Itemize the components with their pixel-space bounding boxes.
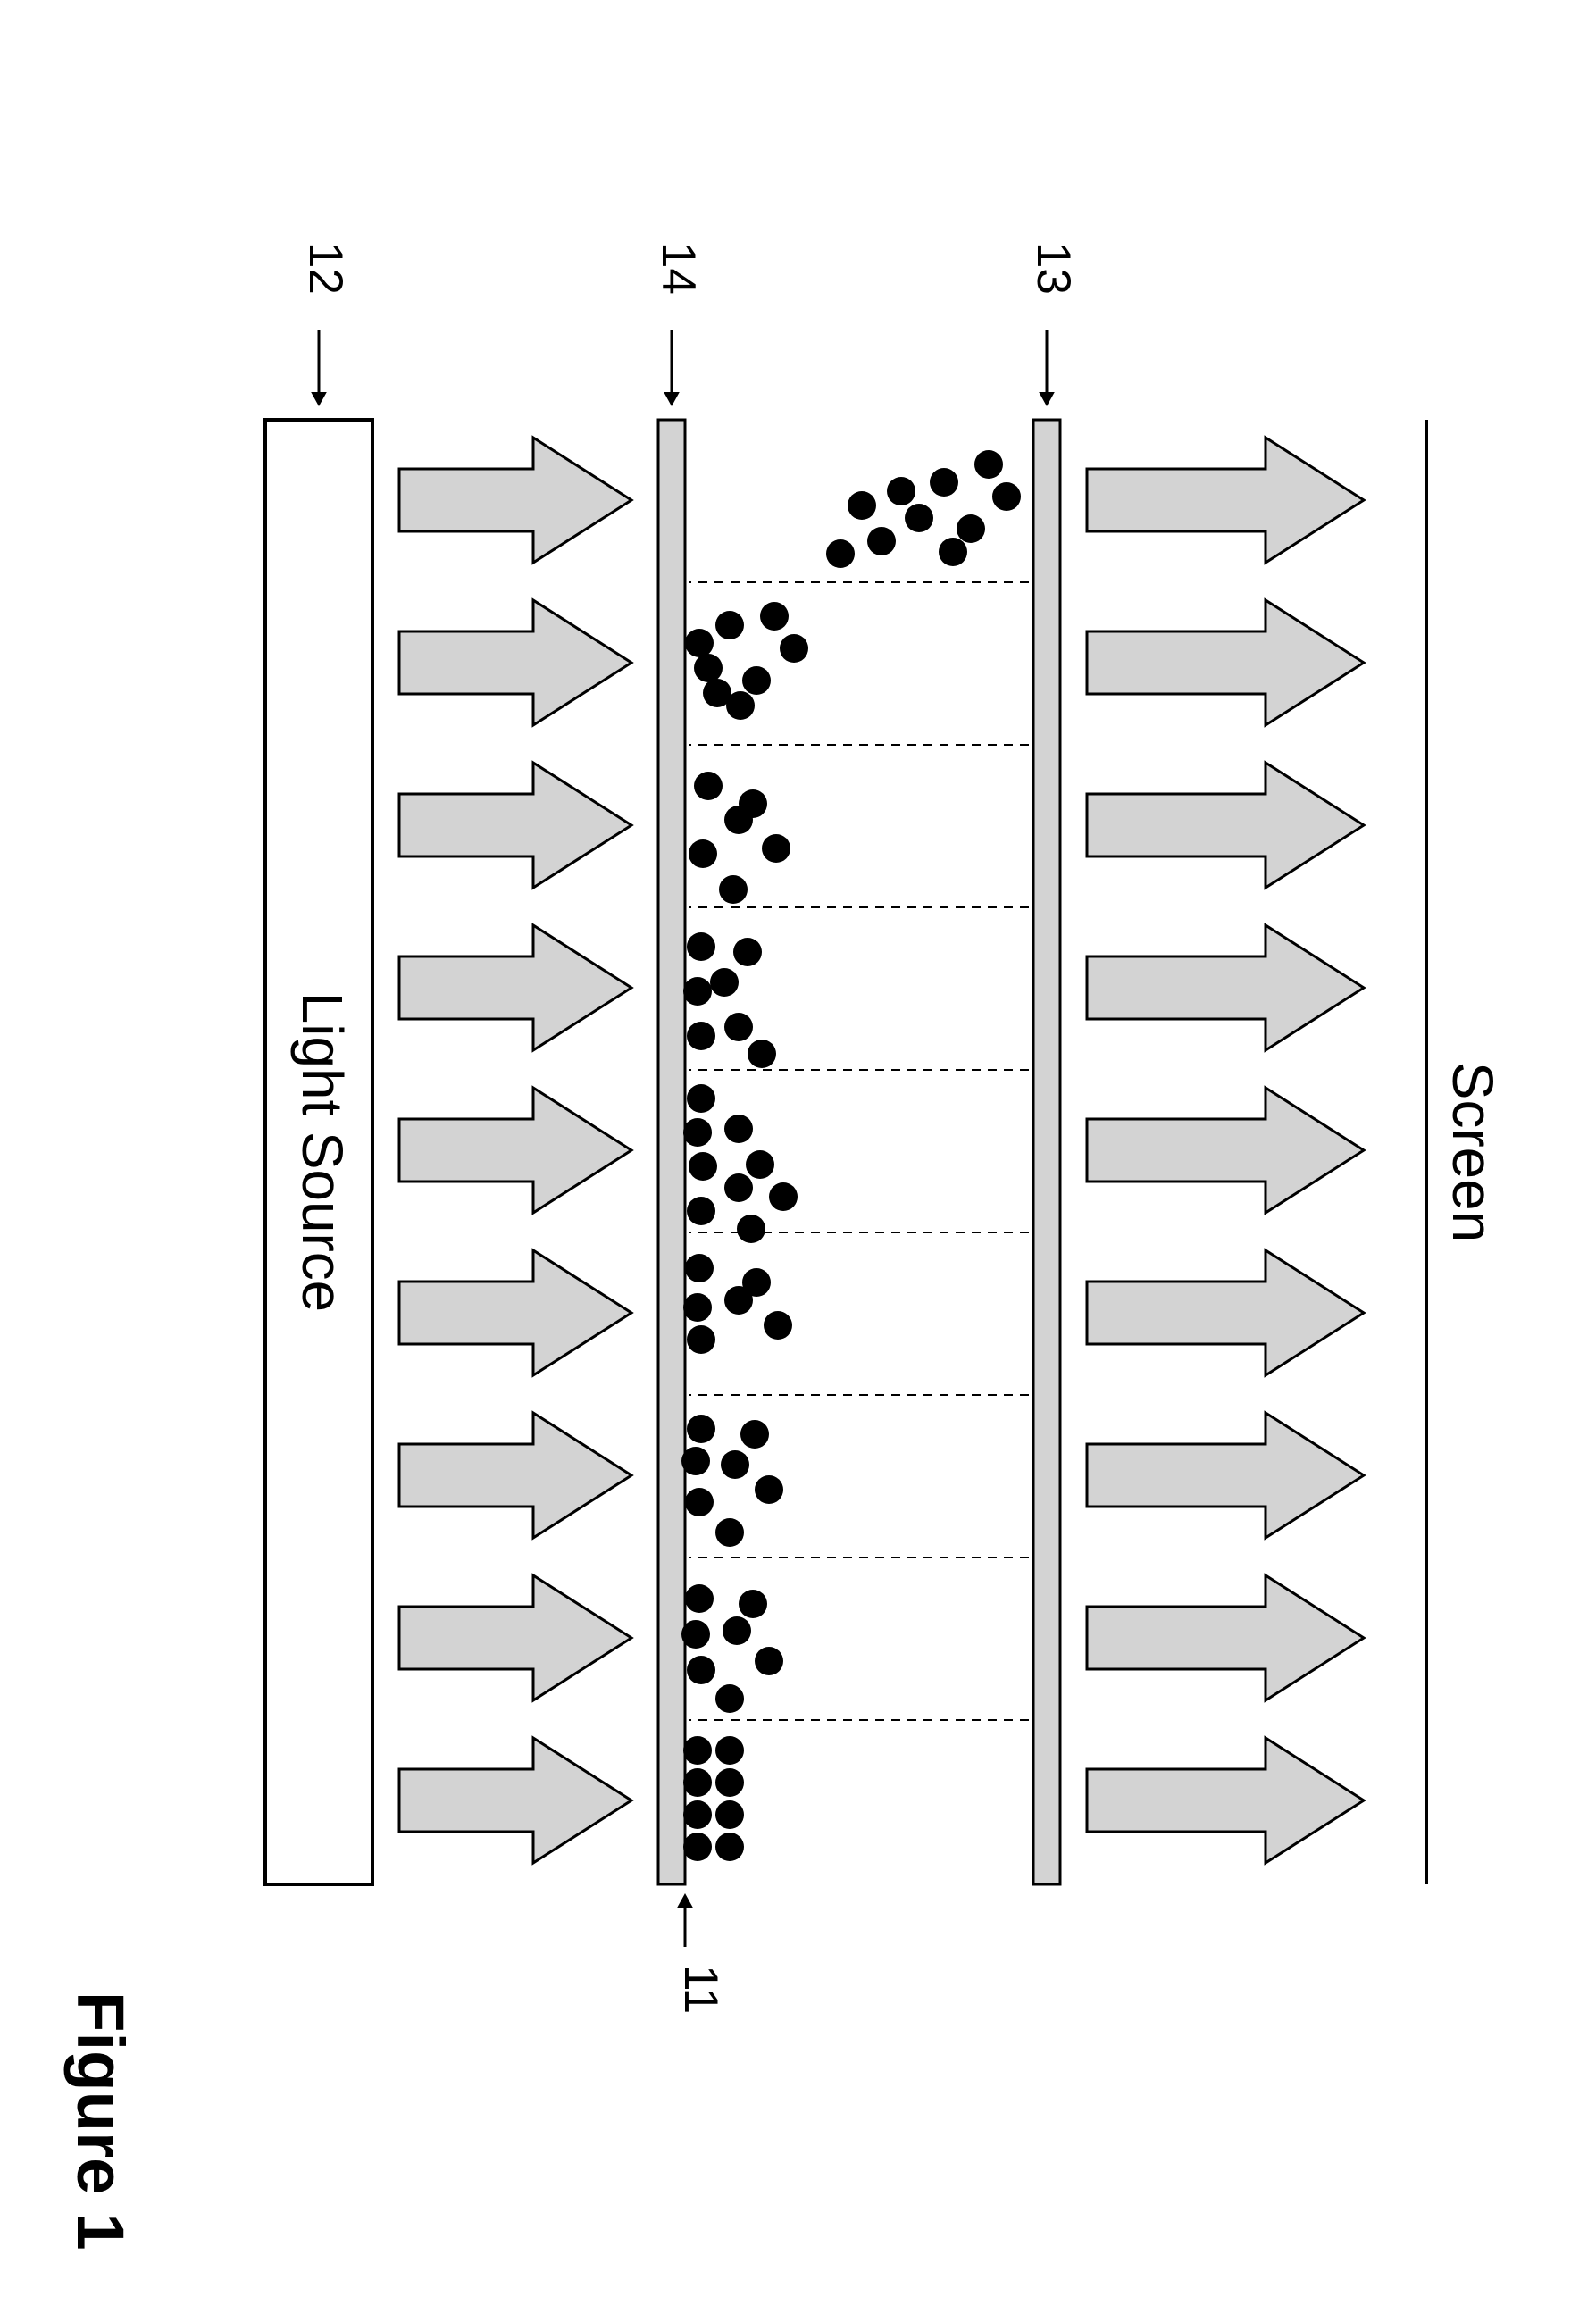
particle <box>764 1311 792 1340</box>
particle <box>762 834 790 863</box>
particle <box>957 514 985 543</box>
particle <box>780 634 808 663</box>
particle <box>715 1768 744 1797</box>
particle <box>742 1268 771 1297</box>
particle <box>681 1447 710 1475</box>
block-arrow <box>399 438 631 563</box>
particle <box>733 938 762 966</box>
particle <box>769 1182 798 1211</box>
block-arrow <box>311 392 327 406</box>
particle <box>689 1152 717 1181</box>
particle <box>689 839 717 868</box>
particle <box>724 1013 753 1041</box>
block-arrow <box>399 925 631 1050</box>
particle <box>687 1656 715 1684</box>
particle <box>694 654 723 682</box>
block-arrow <box>1039 392 1055 406</box>
particle <box>683 977 712 1006</box>
particle <box>748 1040 776 1068</box>
particle <box>755 1475 783 1504</box>
block-arrow <box>664 392 680 406</box>
ref-label-11: 11 <box>674 1965 727 2014</box>
particle <box>715 611 744 639</box>
particle <box>721 1450 749 1479</box>
figure-label: Figure 1 <box>63 1992 138 2251</box>
particle <box>930 468 958 497</box>
particle <box>687 1197 715 1225</box>
particle <box>715 1518 744 1547</box>
particle <box>683 1800 712 1829</box>
block-arrow <box>1087 1088 1364 1213</box>
particle <box>694 772 723 800</box>
block-arrow <box>399 1575 631 1700</box>
particle <box>710 968 739 997</box>
block-arrow <box>399 1738 631 1863</box>
block-arrow <box>1087 763 1364 888</box>
ref-label-14: 14 <box>652 242 705 295</box>
block-arrow <box>1087 1250 1364 1375</box>
particle <box>685 1584 714 1613</box>
particle <box>687 1415 715 1443</box>
particle <box>719 875 748 904</box>
particle <box>939 538 967 566</box>
particle <box>739 789 767 818</box>
particle <box>905 504 933 532</box>
particle <box>683 1118 712 1147</box>
particle <box>740 1420 769 1449</box>
particle <box>737 1215 765 1243</box>
block-arrow <box>1087 1738 1364 1863</box>
particle <box>683 1736 712 1765</box>
particle <box>887 477 915 505</box>
block-arrow <box>1087 925 1364 1050</box>
particle <box>974 450 1003 479</box>
particle <box>724 1115 753 1143</box>
block-arrow <box>1087 600 1364 725</box>
particle <box>848 491 876 520</box>
particle <box>687 932 715 961</box>
top-plate <box>1033 420 1060 1884</box>
block-arrow <box>677 1893 693 1908</box>
particle <box>739 1590 767 1618</box>
particle <box>687 1022 715 1050</box>
particle <box>687 1084 715 1113</box>
block-arrow <box>1087 438 1364 563</box>
particle <box>723 1616 751 1645</box>
light-source-label: Light Source <box>290 992 355 1312</box>
block-arrow <box>399 1088 631 1213</box>
block-arrow <box>399 1413 631 1538</box>
particle <box>715 1684 744 1713</box>
particle <box>715 1800 744 1829</box>
particle <box>760 602 789 631</box>
block-arrow <box>1087 1413 1364 1538</box>
particle <box>687 1325 715 1354</box>
block-arrow <box>1087 1575 1364 1700</box>
particle <box>703 679 731 707</box>
particle <box>685 629 714 657</box>
screen-label: Screen <box>1441 1062 1505 1242</box>
particle <box>755 1647 783 1675</box>
particle <box>683 1768 712 1797</box>
particle <box>826 539 855 568</box>
particle <box>724 1173 753 1202</box>
particle <box>746 1150 774 1179</box>
particle <box>681 1620 710 1649</box>
ref-label-13: 13 <box>1027 242 1080 295</box>
block-arrow <box>399 1250 631 1375</box>
particle <box>867 527 896 555</box>
particle <box>715 1833 744 1861</box>
particle <box>683 1293 712 1322</box>
bottom-plate <box>658 420 685 1884</box>
particle <box>685 1254 714 1282</box>
block-arrow <box>399 600 631 725</box>
particle <box>992 482 1021 511</box>
particle <box>683 1833 712 1861</box>
particle <box>685 1488 714 1516</box>
block-arrow <box>399 763 631 888</box>
ref-label-12: 12 <box>299 242 352 295</box>
particle <box>742 666 771 695</box>
particle <box>715 1736 744 1765</box>
